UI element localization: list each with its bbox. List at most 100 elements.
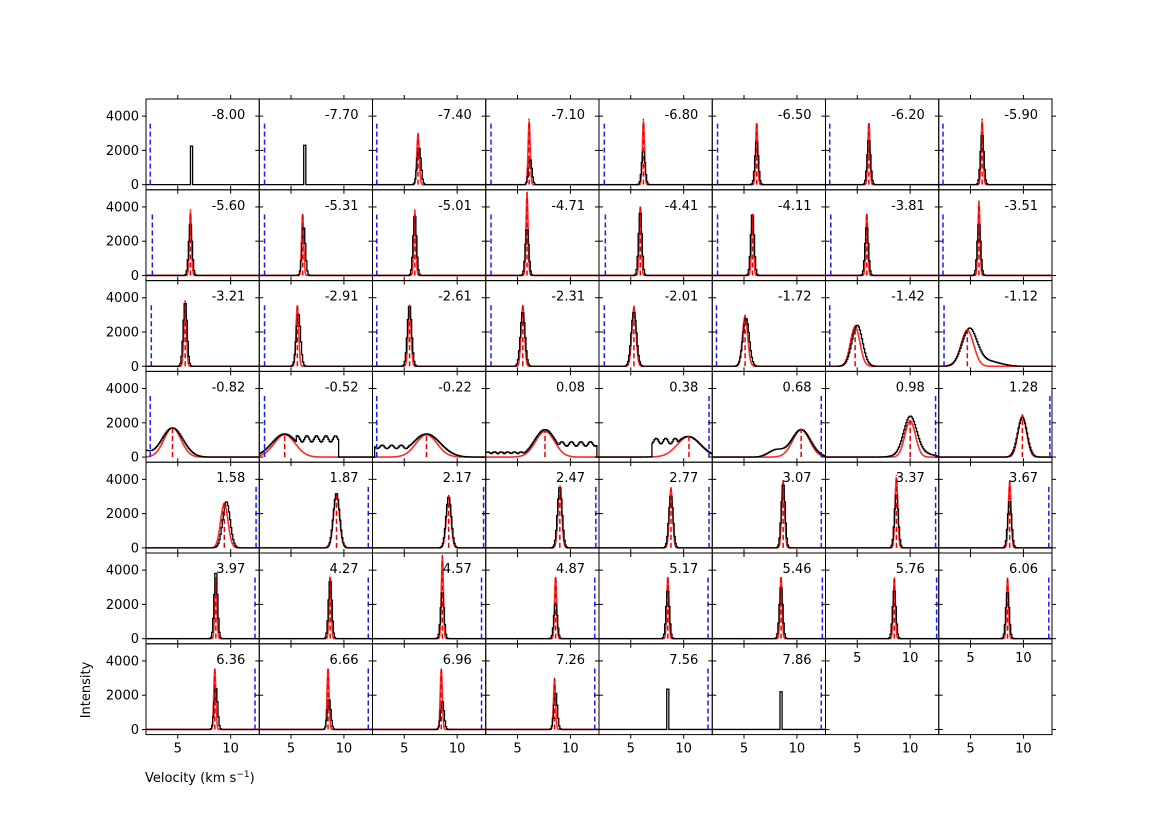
panel-velocity-label: 6.96 <box>443 653 472 668</box>
panel-velocity-label: 1.58 <box>216 471 245 486</box>
model-gaussian-line <box>485 484 599 549</box>
panel-plot-area <box>259 574 373 640</box>
y-tick-label: 4000 <box>106 291 139 306</box>
x-tick-label: 5 <box>740 742 748 757</box>
model-gaussian-line <box>599 121 713 186</box>
model-gaussian-line <box>372 495 486 549</box>
panel: -4.71 <box>481 185 603 285</box>
panel: 5 10 <box>934 639 1056 757</box>
x-tick-label: 10 <box>1015 651 1032 666</box>
panel-velocity-label: -4.71 <box>551 199 585 214</box>
panel-plot-area <box>599 393 713 458</box>
panel: 4.87 <box>481 549 603 648</box>
panel: 2.17 <box>368 458 490 557</box>
panel-velocity-label: -7.40 <box>438 108 472 123</box>
data-step-line <box>485 603 599 640</box>
x-tick-label: 10 <box>562 742 579 757</box>
panel-plot-area <box>146 393 260 458</box>
panel-plot-area <box>259 302 373 368</box>
x-tick-label: 5 <box>174 742 182 757</box>
panel-velocity-label: 4.87 <box>556 562 585 577</box>
y-tick-label: 2000 <box>106 689 139 704</box>
data-step-line <box>825 324 939 367</box>
model-gaussian-line <box>372 669 486 731</box>
panel-plot-area <box>712 302 826 368</box>
panel-velocity-label: 7.86 <box>783 653 812 668</box>
model-gaussian-line <box>599 487 713 549</box>
panel-plot-area <box>485 118 599 186</box>
data-step-line <box>599 590 713 640</box>
panel: 3.07 <box>708 458 830 557</box>
panel-velocity-label: 6.06 <box>1009 562 1038 577</box>
data-step-line <box>938 327 1052 367</box>
panel-plot-area <box>712 574 826 640</box>
data-step-line <box>599 212 713 277</box>
panel: 5 10 <box>821 639 943 757</box>
y-tick-label: 2000 <box>106 325 139 340</box>
data-step-line <box>146 145 260 186</box>
x-tick-label: 10 <box>1015 742 1032 757</box>
model-gaussian-line <box>259 576 373 640</box>
model-gaussian-line <box>485 576 599 640</box>
panel-velocity-label: 3.37 <box>896 471 925 486</box>
panel-plot-area <box>259 211 373 277</box>
x-tick-label: 5 <box>513 742 521 757</box>
panel: -0.22 <box>368 367 490 467</box>
data-step-line <box>712 141 826 186</box>
panel-velocity-label: 4.57 <box>443 562 472 577</box>
panel: 5 10 7.26 <box>481 639 603 757</box>
data-step-line <box>825 415 939 458</box>
panel-velocity-label: -5.90 <box>1004 108 1038 123</box>
data-step-line <box>372 216 486 277</box>
panel-plot-area <box>938 200 1052 277</box>
y-tick-label: 2000 <box>106 598 139 613</box>
data-step-line <box>146 427 260 458</box>
panel: -4.41 <box>595 185 717 285</box>
y-tick-label: 4000 <box>106 654 139 669</box>
panel-plot-area <box>372 484 486 549</box>
x-tick-label: 5 <box>627 742 635 757</box>
panel: 1.87 <box>255 458 377 557</box>
panel: -7.10 <box>481 95 603 194</box>
panel-velocity-label: 7.56 <box>669 653 698 668</box>
model-gaussian-line <box>485 304 599 368</box>
panel-velocity-label: 5.17 <box>669 562 698 577</box>
panel-velocity-label: 2.77 <box>669 471 698 486</box>
data-step-line <box>372 701 486 731</box>
model-gaussian-line <box>825 122 939 186</box>
panel: 4.27 <box>255 549 377 648</box>
panel: -1.72 <box>708 276 830 376</box>
model-gaussian-line <box>825 213 939 277</box>
panel: 0 2000 4000 -0.82 <box>106 367 264 467</box>
panel: -3.51 <box>934 185 1056 285</box>
panel-velocity-label: 5.46 <box>783 562 812 577</box>
data-step-line <box>712 214 826 277</box>
data-step-line <box>599 311 713 367</box>
panel: -6.80 <box>595 95 717 194</box>
panel: -6.20 <box>821 95 943 194</box>
panel: -2.01 <box>595 276 717 376</box>
panel: 0 2000 4000 -8.00 <box>106 95 264 194</box>
y-tick-label: 0 <box>131 451 139 466</box>
data-step-line <box>146 572 260 640</box>
panel-velocity-label: -5.31 <box>325 199 359 214</box>
y-tick-label: 0 <box>131 541 139 556</box>
model-gaussian-line <box>146 576 260 640</box>
panel-plot-area <box>712 211 826 277</box>
panel-velocity-label: 0.68 <box>783 380 812 395</box>
panel: 0.98 <box>821 367 943 467</box>
panel-plot-area <box>485 574 599 640</box>
data-step-line <box>599 435 713 458</box>
panel-velocity-label: 0.38 <box>669 380 698 395</box>
data-step-line <box>938 501 1052 549</box>
data-step-line <box>372 592 486 640</box>
data-step-line <box>485 159 599 186</box>
x-tick-label: 10 <box>222 742 239 757</box>
data-step-line <box>146 224 260 277</box>
data-step-line <box>485 229 599 277</box>
panel-velocity-label: -0.82 <box>212 380 246 395</box>
y-tick-label: 2000 <box>106 144 139 159</box>
panel-velocity-label: -7.70 <box>325 108 359 123</box>
y-tick-label: 0 <box>131 360 139 375</box>
panel-plot-area <box>938 302 1052 368</box>
